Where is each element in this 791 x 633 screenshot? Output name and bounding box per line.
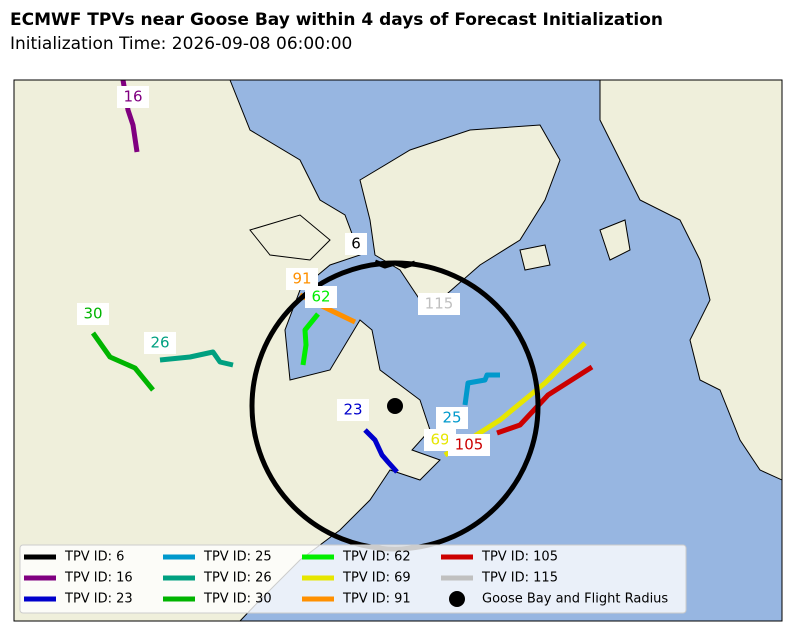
track-label: 23: [343, 401, 362, 419]
legend-entries: TPV ID: 6 TPV ID: 16 TPV ID: 23 TPV ID: 25 T…: [24, 550, 668, 607]
goose-bay-marker: [387, 398, 403, 414]
legend-label: TPV ID: 16: [64, 571, 133, 586]
arctic-island: [249, 214, 331, 261]
label-box: [337, 399, 369, 421]
british-isles: [599, 219, 631, 261]
track-label: 62: [311, 288, 330, 306]
legend-label: TPV ID: 6: [64, 550, 124, 565]
legend-label: TPV ID: 105: [481, 550, 558, 565]
europe: [599, 80, 782, 481]
greenland: [359, 124, 561, 301]
tpv-track: [90, 331, 155, 392]
legend-label: TPV ID: 25: [203, 550, 272, 565]
legend-label: TPV ID: 26: [203, 571, 272, 586]
track-label: 16: [123, 88, 142, 106]
tpv-track: [496, 364, 594, 436]
label-box: [77, 303, 109, 325]
track-label: 6: [351, 235, 361, 253]
label-box: [418, 293, 460, 315]
label-box: [436, 407, 468, 429]
track-label: 115: [425, 295, 454, 313]
track-label: 25: [442, 409, 461, 427]
track-label: 30: [83, 305, 102, 323]
label-box: [448, 434, 490, 456]
track-label: 26: [150, 334, 169, 352]
subtitle: Initialization Time: 2026-09-08 06:00:00: [10, 34, 352, 54]
track-label: 69: [430, 431, 449, 449]
track-labels: 6 16 23 25 26 30 62 69 91 105 115: [77, 86, 490, 456]
legend: [19, 544, 687, 614]
label-box: [305, 286, 337, 308]
track-label: 91: [292, 270, 311, 288]
legend-marker: [449, 591, 465, 607]
north-america: [14, 80, 441, 621]
legend-label: Goose Bay and Flight Radius: [482, 592, 668, 607]
label-box: [286, 268, 318, 290]
legend-label: TPV ID: 30: [203, 592, 272, 607]
track-label: 105: [455, 436, 484, 454]
label-box: [117, 86, 149, 108]
title: ECMWF TPVs near Goose Bay within 4 days …: [10, 10, 663, 30]
iceland: [519, 244, 551, 271]
label-box: [345, 233, 367, 255]
tpv-track: [300, 312, 320, 366]
legend-label: TPV ID: 23: [64, 592, 133, 607]
tpv-track: [462, 372, 500, 406]
tpv-track: [363, 428, 399, 474]
legend-label: TPV ID: 62: [342, 550, 411, 565]
legend-label: TPV ID: 115: [481, 571, 558, 586]
tpv-track: [159, 349, 234, 368]
map: 6 16 23 25 26 30 62 69 91 105 115: [14, 80, 782, 621]
legend-label: TPV ID: 91: [342, 592, 411, 607]
map-frame: [13, 79, 783, 622]
label-box: [144, 332, 176, 354]
legend-label: TPV ID: 69: [342, 571, 411, 586]
